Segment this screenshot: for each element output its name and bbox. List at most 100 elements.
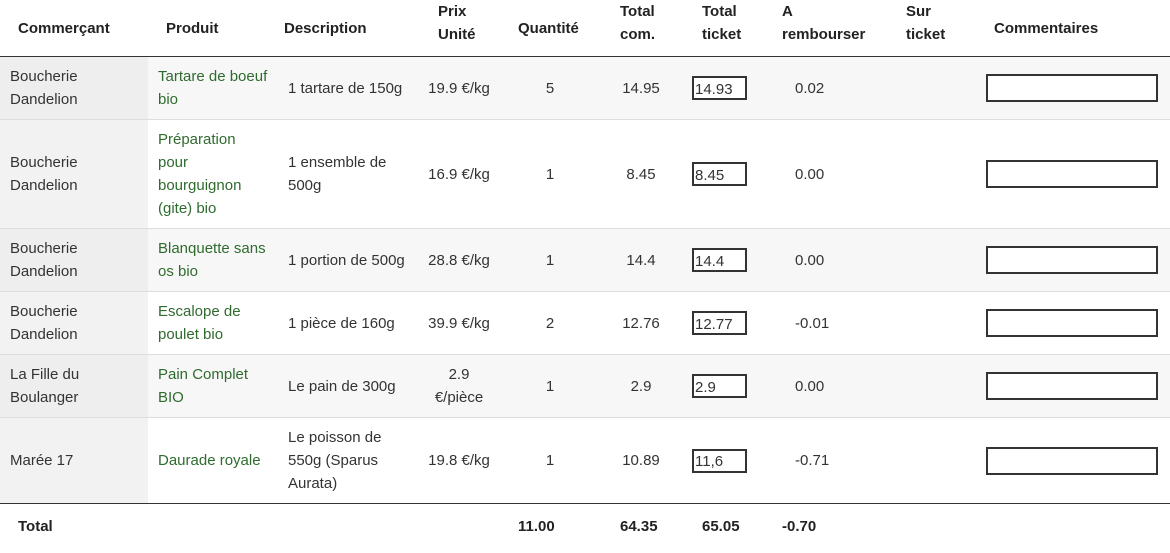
total-empty <box>976 504 1170 540</box>
cell-total-ticket <box>682 418 767 504</box>
cell-refund: 0.02 <box>795 79 825 97</box>
cell-comment <box>976 229 1170 292</box>
table-row: Boucherie Dandelion Blanquette sans os b… <box>0 228 1170 292</box>
header-total-com-line1: Total <box>620 3 655 20</box>
header-description: Description <box>284 19 367 37</box>
header-unit-price-line1: Prix <box>438 3 467 20</box>
cell-quantity: 2 <box>545 314 555 332</box>
header-total-ticket: Total ticket <box>682 0 767 57</box>
table-row: La Fille du Boulanger Pain Complet BIO L… <box>0 354 1170 418</box>
cell-merchant: Boucherie Dandelion <box>0 291 148 355</box>
cell-unit-price: 2.9 €/pièce <box>434 366 484 406</box>
total-ticket: 65.05 <box>702 518 740 535</box>
comment-input[interactable] <box>986 74 1158 102</box>
total-empty <box>892 504 976 540</box>
cell-description: Le pain de 300g <box>288 377 396 395</box>
cell-quantity: 1 <box>545 377 555 395</box>
cell-on-ticket <box>892 120 976 229</box>
cell-merchant: La Fille du Boulanger <box>0 354 148 418</box>
product-link[interactable]: Blanquette sans os bio <box>158 240 266 280</box>
cell-total-ticket <box>682 57 767 120</box>
total-ticket-input[interactable] <box>692 162 747 186</box>
total-empty <box>278 504 418 540</box>
table-row: Boucherie Dandelion Préparation pour bou… <box>0 119 1170 229</box>
total-quantity: 11.00 <box>518 518 555 535</box>
table-row: Boucherie Dandelion Tartare de boeuf bio… <box>0 56 1170 120</box>
cell-comment <box>976 418 1170 504</box>
cell-total-ticket <box>682 355 767 418</box>
header-on-ticket: Sur ticket <box>892 0 976 57</box>
cell-total-com: 2.9 <box>630 377 652 395</box>
cell-total-ticket <box>682 229 767 292</box>
total-refund: -0.70 <box>782 518 817 535</box>
comment-input[interactable] <box>986 309 1158 337</box>
cell-refund: -0.71 <box>795 452 830 469</box>
cell-on-ticket <box>892 292 976 355</box>
header-total-ticket-line2: ticket <box>702 26 742 43</box>
cell-total-com: 14.4 <box>626 251 656 269</box>
comment-input[interactable] <box>986 372 1158 400</box>
header-merchant: Commerçant <box>18 19 110 37</box>
cell-refund: 0.00 <box>795 251 825 269</box>
cell-total-com: 10.89 <box>622 452 660 469</box>
total-ticket-input[interactable] <box>692 76 747 100</box>
total-ticket-input[interactable] <box>692 248 747 272</box>
cell-description: Le poisson de 550g (Sparus Aurata) <box>288 429 382 492</box>
cell-merchant: Marée 17 <box>0 417 148 504</box>
cell-total-com: 14.95 <box>622 79 660 97</box>
cell-on-ticket <box>892 57 976 120</box>
product-link[interactable]: Préparation pour bourguignon (gite) bio <box>158 131 242 217</box>
cell-description: 1 portion de 500g <box>288 251 405 269</box>
cell-unit-price: 19.8 €/kg <box>428 452 490 469</box>
header-on-ticket-line1: Sur <box>906 3 932 20</box>
cell-merchant: Boucherie Dandelion <box>0 228 148 292</box>
cell-comment <box>976 120 1170 229</box>
cell-merchant: Boucherie Dandelion <box>0 56 148 120</box>
header-unit-price-line2: Unité <box>438 26 476 43</box>
header-unit-price: Prix Unité <box>418 0 500 57</box>
header-product: Produit <box>166 19 219 37</box>
cell-total-com: 8.45 <box>626 165 656 183</box>
product-link[interactable]: Escalope de poulet bio <box>158 303 241 343</box>
product-link[interactable]: Daurade royale <box>158 452 261 469</box>
comment-input[interactable] <box>986 160 1158 188</box>
total-label: Total <box>18 518 53 535</box>
header-comments: Commentaires <box>994 19 1099 37</box>
cell-comment <box>976 355 1170 418</box>
header-refund: A rembourser <box>767 0 892 57</box>
cell-on-ticket <box>892 355 976 418</box>
cell-total-com: 12.76 <box>622 314 660 332</box>
table-row: Boucherie Dandelion Escalope de poulet b… <box>0 291 1170 355</box>
cell-on-ticket <box>892 229 976 292</box>
total-empty <box>148 504 278 540</box>
header-total-com-line2: com. <box>620 26 656 43</box>
header-refund-line2: rembourser <box>782 26 866 43</box>
comment-input[interactable] <box>986 446 1158 475</box>
cell-refund: -0.01 <box>795 314 830 332</box>
total-empty <box>418 504 500 540</box>
cell-total-ticket <box>682 292 767 355</box>
cell-on-ticket <box>892 418 976 504</box>
total-ticket-input[interactable] <box>692 448 747 473</box>
comment-input[interactable] <box>986 246 1158 274</box>
order-table: Commerçant Produit Description Prix Unit… <box>0 0 1170 540</box>
header-quantity: Quantité <box>518 19 579 37</box>
total-ticket-input[interactable] <box>692 311 747 335</box>
cell-total-ticket <box>682 120 767 229</box>
header-total-com: Total com. <box>600 0 682 57</box>
cell-quantity: 1 <box>545 251 555 269</box>
cell-quantity: 1 <box>545 165 555 183</box>
cell-quantity: 5 <box>545 79 555 97</box>
cell-refund: 0.00 <box>795 165 825 183</box>
header-total-ticket-line1: Total <box>702 3 737 20</box>
cell-unit-price: 28.8 €/kg <box>428 251 490 269</box>
cell-description: 1 pièce de 160g <box>288 314 395 332</box>
product-link[interactable]: Tartare de boeuf bio <box>158 68 268 108</box>
total-ticket-input[interactable] <box>692 374 747 398</box>
cell-unit-price: 16.9 €/kg <box>428 165 490 183</box>
cell-unit-price: 19.9 €/kg <box>428 79 490 97</box>
product-link[interactable]: Pain Complet BIO <box>158 366 249 406</box>
cell-refund: 0.00 <box>795 377 825 395</box>
table-row: Marée 17 Daurade royale Le poisson de 55… <box>0 417 1170 504</box>
cell-quantity: 1 <box>545 452 555 469</box>
